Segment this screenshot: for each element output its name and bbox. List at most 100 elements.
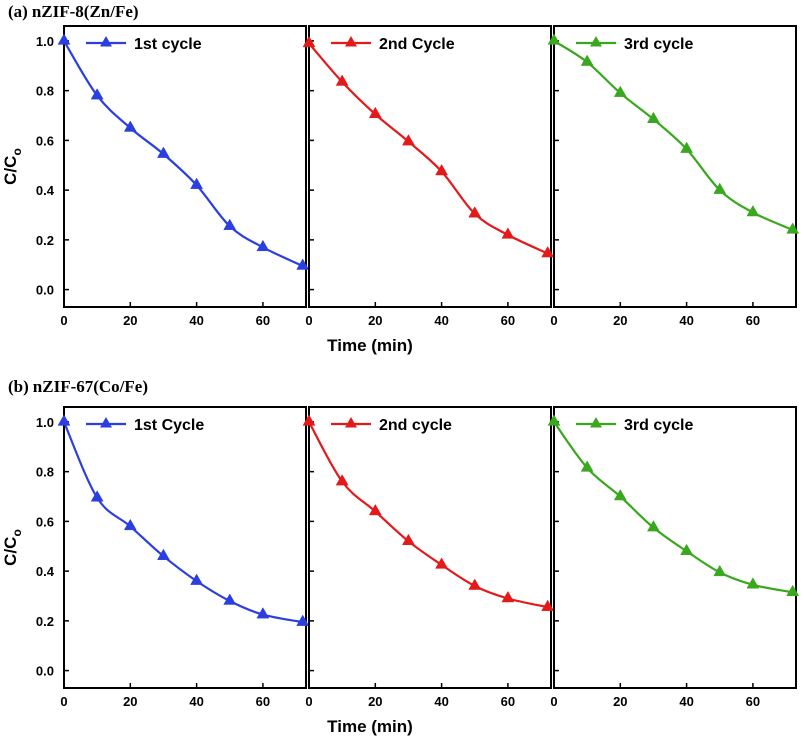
x-tick-label: 20 <box>123 313 137 328</box>
data-point-marker <box>368 106 382 119</box>
data-point-marker <box>90 490 104 502</box>
data-point-marker <box>613 489 627 501</box>
series-line <box>63 40 304 267</box>
data-point-marker <box>368 503 382 516</box>
chart-title-prefix: (a) <box>8 2 28 21</box>
chart-row-2: (b) nZIF-67(Co/Fe) C/Co 0.0 0.2 0.4 0.6 0.8 1.0 T… <box>1 377 800 736</box>
legend-marker <box>590 36 602 47</box>
y-tick-label: 0.0 <box>36 664 54 679</box>
x-tick-label: 40 <box>679 694 693 709</box>
series-line <box>62 421 303 624</box>
data-point-marker <box>713 182 727 194</box>
legend-label: 1st cycle <box>134 36 202 53</box>
data-point-marker <box>256 607 270 619</box>
chart-title-name: nZIF-67(Co/Fe) <box>33 377 148 396</box>
x-tick-label: 60 <box>501 694 515 709</box>
chart-title-name: nZIF-8(Zn/Fe) <box>32 2 139 21</box>
panel-3: 0 20 40 60 3rd cycle <box>547 25 800 328</box>
x-tick-label: 20 <box>368 313 382 328</box>
data-point-marker <box>713 564 727 577</box>
panel-1: 0 20 40 60 1st Cycle <box>57 406 310 709</box>
data-point-marker <box>613 85 627 97</box>
data-point-marker <box>157 548 170 560</box>
chart-row-1: (a) nZIF-8(Zn/Fe) C/Co 0.0 0.2 0.4 0.6 0.8 1.0 Ti… <box>1 2 800 355</box>
panel-frame <box>308 406 552 689</box>
legend-marker <box>100 417 112 428</box>
data-point-marker <box>57 414 71 426</box>
legend-marker <box>590 417 602 428</box>
panel-frame <box>553 406 797 689</box>
data-point-marker <box>746 205 760 217</box>
y-tick-label: 0.4 <box>36 183 55 198</box>
data-point-marker <box>580 54 594 66</box>
data-point-marker <box>501 227 515 239</box>
data-point-marker <box>302 414 316 426</box>
x-tick-label: 20 <box>613 694 627 709</box>
y-tick-label: 1.0 <box>36 415 54 430</box>
x-tick-label: 0 <box>305 313 312 328</box>
data-point-marker <box>501 590 515 603</box>
x-axis-label: Time (min) <box>327 717 413 736</box>
data-point-marker <box>256 239 270 252</box>
x-tick-label: 60 <box>256 313 270 328</box>
x-tick-label: 40 <box>434 313 448 328</box>
x-tick-label: 0 <box>550 313 557 328</box>
data-point-marker <box>468 206 482 218</box>
y-tick-label: 1.0 <box>36 34 54 49</box>
series-line <box>553 421 793 594</box>
y-tick-label: 0.2 <box>36 614 54 629</box>
data-point-marker <box>190 177 204 189</box>
panel-frame <box>308 25 552 308</box>
data-point-marker <box>541 246 555 258</box>
y-tick-label: 0.4 <box>36 564 55 579</box>
data-point-marker <box>402 533 415 546</box>
legend-label: 1st Cycle <box>134 417 204 434</box>
x-tick-label: 40 <box>679 313 693 328</box>
x-tick-label: 60 <box>746 313 760 328</box>
legend-label: 3rd cycle <box>624 36 693 53</box>
data-point-marker <box>223 593 237 605</box>
x-tick-label: 40 <box>189 313 203 328</box>
data-point-marker <box>647 520 660 532</box>
y-tick-label: 0.8 <box>36 465 54 480</box>
data-point-marker <box>786 584 800 597</box>
data-point-marker <box>190 573 204 585</box>
x-tick-label: 20 <box>368 694 382 709</box>
y-axis-label: C/Co <box>1 148 24 185</box>
panel-frame <box>553 25 797 308</box>
data-point-marker <box>541 599 555 611</box>
x-tick-label: 40 <box>189 694 203 709</box>
x-tick-label: 20 <box>613 313 627 328</box>
data-point-marker <box>296 258 310 270</box>
legend-marker <box>100 36 112 47</box>
y-axis-label-subscript: o <box>10 148 24 155</box>
data-point-marker <box>580 460 594 472</box>
x-tick-label: 0 <box>60 694 67 709</box>
y-axis-label-main: C/C <box>1 156 20 185</box>
x-tick-label: 60 <box>501 313 515 328</box>
x-tick-label: 0 <box>305 694 312 709</box>
y-axis-label-main: C/C <box>1 537 20 566</box>
data-point-marker <box>680 543 694 555</box>
legend-label: 2nd Cycle <box>379 36 455 53</box>
data-point-marker <box>435 163 449 176</box>
series-line <box>308 42 549 255</box>
legend-marker <box>345 417 357 428</box>
chart-title: (a) nZIF-8(Zn/Fe) <box>8 2 139 21</box>
data-point-marker <box>746 577 760 589</box>
panel-2: 0 20 40 60 2nd Cycle <box>302 25 555 328</box>
x-tick-label: 40 <box>434 694 448 709</box>
legend-label: 2nd cycle <box>379 417 452 434</box>
y-tick-label: 0.0 <box>36 283 54 298</box>
data-point-marker <box>296 614 310 626</box>
legend-marker <box>345 36 357 47</box>
data-point-marker <box>435 557 449 569</box>
data-point-marker <box>123 120 137 132</box>
x-axis-label: Time (min) <box>327 336 413 355</box>
data-point-marker <box>547 414 561 426</box>
data-point-marker <box>402 134 415 146</box>
data-point-marker <box>157 146 170 158</box>
data-point-marker <box>123 518 137 531</box>
data-point-marker <box>302 35 316 48</box>
